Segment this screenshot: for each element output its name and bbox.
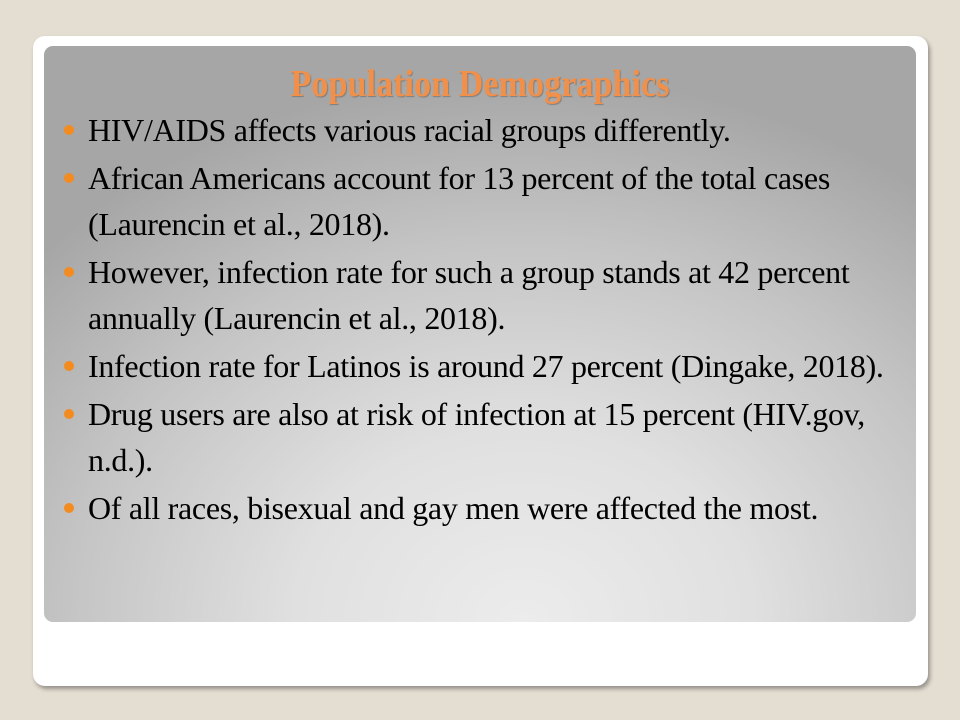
list-item: Of all races, bisexual and gay men were … (62, 485, 892, 531)
bullet-text: Drug users are also at risk of infection… (88, 396, 866, 478)
list-item: HIV/AIDS affects various racial groups d… (62, 107, 892, 153)
bullet-icon (64, 173, 74, 183)
slide-title: Population Demographics (290, 63, 670, 105)
bullet-icon (64, 361, 74, 371)
list-item: African Americans account for 13 percent… (62, 155, 892, 247)
bullet-text: Of all races, bisexual and gay men were … (88, 490, 819, 526)
content-panel (44, 46, 916, 622)
bullet-list: HIV/AIDS affects various racial groups d… (62, 107, 892, 533)
bullet-icon (64, 409, 74, 419)
bullet-text: However, infection rate for such a group… (88, 254, 850, 336)
bullet-icon (64, 267, 74, 277)
bullet-text: African Americans account for 13 percent… (88, 160, 830, 242)
bullet-icon (64, 125, 74, 135)
list-item: Infection rate for Latinos is around 27 … (62, 343, 892, 389)
bullet-text: Infection rate for Latinos is around 27 … (88, 348, 884, 384)
list-item: However, infection rate for such a group… (62, 249, 892, 341)
bullet-icon (64, 503, 74, 513)
bullet-text: HIV/AIDS affects various racial groups d… (88, 112, 731, 148)
list-item: Drug users are also at risk of infection… (62, 391, 892, 483)
